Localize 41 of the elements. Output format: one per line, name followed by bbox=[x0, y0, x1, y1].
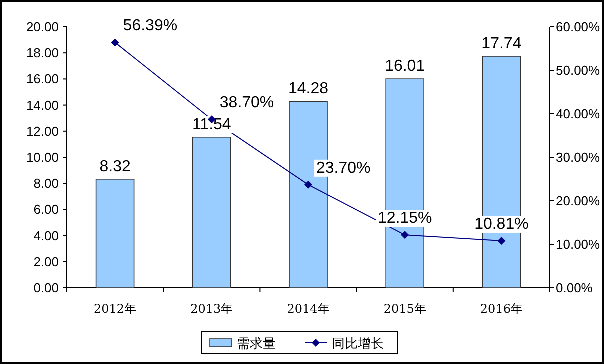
data-label: 16.01 bbox=[385, 58, 426, 76]
data-label: 23.70% bbox=[316, 160, 371, 177]
y2-tick-label: 0.00% bbox=[556, 280, 594, 296]
bar bbox=[96, 179, 135, 288]
point bbox=[498, 236, 506, 245]
y-tick-label: 10.00 bbox=[26, 150, 59, 165]
y2-tick-label: 40.00% bbox=[556, 106, 601, 122]
data-label: 14.28 bbox=[288, 80, 329, 98]
y-tick-label: 18.00 bbox=[26, 46, 59, 61]
legend-label: 同比增长 bbox=[332, 336, 384, 351]
y-tick-label: 12.00 bbox=[26, 124, 59, 139]
y2-tick-label: 20.00% bbox=[556, 194, 601, 208]
data-label: 56.39% bbox=[123, 18, 178, 35]
y-tick-label: 6.00 bbox=[34, 202, 59, 218]
point bbox=[401, 231, 410, 240]
bar bbox=[192, 137, 232, 288]
y-tick-label: 8.00 bbox=[34, 176, 59, 192]
point bbox=[111, 38, 120, 47]
point bbox=[304, 180, 312, 189]
y2-tick-label: 30.00% bbox=[556, 150, 601, 165]
data-label: 17.74 bbox=[482, 35, 522, 52]
data-label: 11.54 bbox=[192, 116, 232, 134]
y-tick-label: 2.00 bbox=[34, 254, 59, 270]
y2-tick-label: 50.00% bbox=[556, 63, 601, 78]
data-label: 10.81% bbox=[474, 216, 529, 233]
data-label: 38.70% bbox=[220, 94, 274, 112]
x-tick-label: 2012年 bbox=[94, 302, 137, 316]
y-tick-label: 16.00 bbox=[26, 72, 59, 87]
legend-label: 需求量 bbox=[237, 336, 276, 351]
y-tick-label: 4.00 bbox=[34, 228, 59, 244]
y-tick-label: 14.00 bbox=[26, 98, 59, 113]
data-label: 12.15% bbox=[378, 210, 432, 228]
data-label: 8.32 bbox=[100, 158, 131, 176]
y2-tick-label: 10.00% bbox=[556, 237, 601, 252]
x-tick-label: 2013年 bbox=[190, 302, 234, 316]
y-tick-label: 20.00 bbox=[26, 20, 59, 34]
y-tick-label: 0.00 bbox=[34, 280, 59, 296]
y2-tick-label: 60.00% bbox=[556, 20, 601, 34]
x-tick-label: 2014年 bbox=[287, 302, 330, 316]
x-tick-label: 2016年 bbox=[480, 302, 523, 316]
x-tick-label: 2015年 bbox=[384, 302, 426, 316]
